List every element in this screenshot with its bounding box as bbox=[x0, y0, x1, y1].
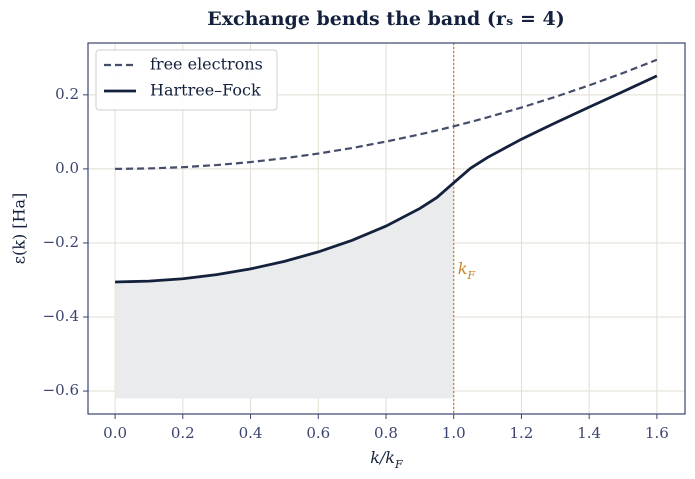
y-tick-label: −0.4 bbox=[43, 307, 79, 325]
y-tick-label: 0.0 bbox=[55, 159, 79, 177]
x-tick-label: 0.8 bbox=[374, 424, 398, 442]
x-tick-label: 1.0 bbox=[442, 424, 466, 442]
plot-frame bbox=[87, 42, 686, 415]
label-sub: F bbox=[394, 458, 404, 471]
series-line bbox=[115, 74, 658, 284]
x-tick-label: 1.4 bbox=[577, 424, 601, 442]
x-tick-label: 0.4 bbox=[239, 424, 263, 442]
series-line bbox=[115, 58, 658, 170]
x-tick-label: 0.2 bbox=[171, 424, 195, 442]
legend-label: free electrons bbox=[150, 55, 263, 74]
y-tick-label: −0.2 bbox=[43, 233, 79, 251]
x-tick-label: 1.2 bbox=[510, 424, 534, 442]
label-sub: F bbox=[466, 268, 476, 281]
chart-title: Exchange bends the band (rₛ = 4) bbox=[207, 8, 565, 30]
math-label: kF bbox=[458, 258, 477, 281]
x-tick-label: 1.6 bbox=[645, 424, 669, 442]
x-tick-label: 0.6 bbox=[306, 424, 330, 442]
legend-box bbox=[95, 49, 278, 111]
label-main: k/k bbox=[370, 448, 395, 467]
math-label: k/kF bbox=[370, 448, 404, 471]
x-tick-label: 0.0 bbox=[103, 424, 127, 442]
y-axis-label: ε(k) [Ha] bbox=[10, 193, 29, 265]
shaded-area bbox=[115, 182, 454, 399]
y-tick-label: 0.2 bbox=[55, 85, 79, 103]
y-tick-label: −0.6 bbox=[43, 381, 79, 399]
label-main: k bbox=[458, 258, 468, 277]
legend-label: Hartree–Fock bbox=[150, 81, 261, 100]
